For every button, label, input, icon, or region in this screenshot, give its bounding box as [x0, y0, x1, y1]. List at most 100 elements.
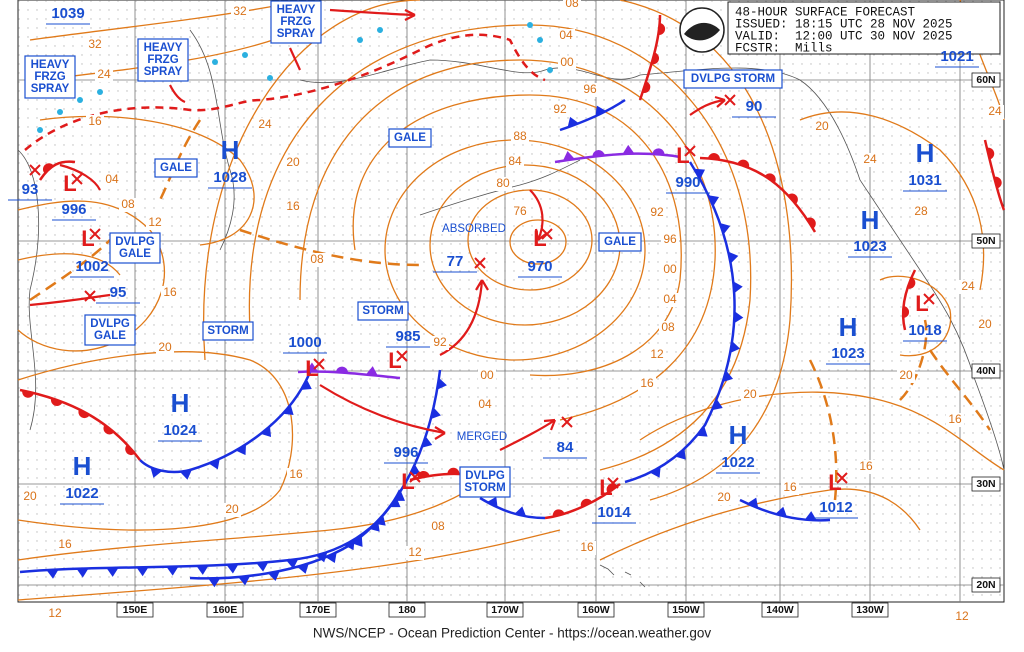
front-bump — [592, 150, 605, 157]
isobar-label-bg — [119, 198, 137, 212]
isobar-label-bg — [406, 546, 424, 560]
longitude-label: 140W — [766, 604, 794, 616]
front-bump — [737, 159, 750, 168]
isobar-label: 08 — [310, 252, 324, 266]
warm-front — [38, 160, 76, 181]
isobar-label-bg — [308, 253, 326, 267]
front-bump — [642, 81, 651, 94]
isobar-label-bg — [578, 541, 596, 555]
occluded-front — [554, 152, 681, 164]
warning-text: FRZG — [280, 16, 311, 28]
low-symbol: L — [676, 143, 689, 168]
front-barb — [730, 341, 741, 353]
front-bump — [103, 424, 115, 435]
front-barb — [235, 444, 247, 456]
front-barb — [622, 144, 635, 155]
front-barb — [733, 281, 743, 294]
isobar-label-bg — [661, 293, 679, 307]
warning-text: GALE — [604, 236, 636, 248]
low-symbol: L — [63, 171, 76, 196]
front-barb — [256, 562, 269, 572]
isobar-label: 32 — [233, 4, 247, 18]
low-pressure: 1002 — [75, 258, 108, 275]
front-bump — [50, 398, 63, 407]
front-barb — [722, 370, 734, 383]
isobar-label: 24 — [863, 152, 877, 166]
low-pressure: 985 — [395, 328, 420, 345]
warning-text: DVLPG — [90, 318, 130, 330]
header-box — [727, 1, 1001, 55]
warning-box — [137, 38, 189, 82]
front-barb — [365, 366, 378, 376]
lon-label-box — [577, 602, 615, 618]
low-center-x — [836, 472, 848, 484]
isobar-label: 32 — [88, 37, 102, 51]
isobar-label: 20 — [815, 119, 829, 133]
warm-front — [699, 156, 817, 233]
low-center-x — [474, 257, 486, 269]
isobar-label-bg — [953, 610, 971, 624]
front-bump — [806, 217, 816, 229]
ice-edge — [24, 33, 546, 151]
longitude-label: 150W — [672, 604, 700, 616]
isobar-label-bg — [86, 38, 104, 52]
front-barb — [775, 506, 787, 517]
warning-text: GALE — [160, 162, 192, 174]
warm-front — [901, 269, 917, 331]
low-pressure: 77 — [447, 253, 464, 270]
warning-text: DVLPG STORM — [691, 73, 775, 85]
low-center-x — [313, 358, 325, 370]
front-bump — [447, 467, 460, 474]
front-barb — [421, 436, 433, 448]
front-bump — [552, 509, 565, 517]
warning-text: HEAVY — [31, 59, 70, 71]
front-barb — [352, 536, 363, 547]
high-symbol: H — [221, 135, 240, 165]
front-barb — [106, 567, 119, 577]
low-center-x — [923, 293, 935, 305]
isobar-label: 04 — [478, 397, 492, 411]
front-barb — [286, 559, 299, 569]
front-barb — [719, 222, 731, 235]
front-barb — [343, 539, 355, 551]
low-pressure: 990 — [675, 174, 700, 191]
warning-text: GALE — [94, 330, 126, 342]
front-bump — [125, 444, 136, 456]
isobar-label: 16 — [580, 540, 594, 554]
front-bump — [902, 305, 910, 318]
lon-label-box — [851, 602, 889, 618]
isobar-label-bg — [256, 118, 274, 132]
high-pressure: 1024 — [163, 422, 197, 439]
front-barb — [409, 464, 421, 476]
front-barb — [166, 566, 179, 576]
occluded-front — [297, 370, 401, 380]
low-pressure: 84 — [557, 439, 574, 456]
lon-label-box — [388, 602, 426, 618]
high-pressure: 1023 — [853, 238, 886, 255]
isobar-label-bg — [86, 115, 104, 129]
isobar-label-bg — [506, 155, 524, 169]
front-barb — [325, 552, 337, 564]
isobar-label-bg — [581, 83, 599, 97]
isobar-label-bg — [494, 177, 512, 191]
isobar-label: 16 — [286, 199, 300, 213]
lat-label-box — [971, 577, 1001, 593]
front-bump — [335, 366, 348, 373]
isobar-label: 20 — [23, 489, 37, 503]
warning-box — [202, 321, 254, 341]
isobars — [17, 0, 1005, 601]
front-bump — [708, 153, 720, 160]
isobar-label-bg — [431, 336, 449, 350]
isobar-label-bg — [56, 538, 74, 552]
high-pressure: 1028 — [213, 169, 246, 186]
front-bump — [42, 163, 54, 174]
front-barb — [260, 426, 272, 438]
front-barb — [267, 571, 280, 581]
noaa-logo — [679, 7, 725, 53]
high-symbol: H — [861, 205, 880, 235]
front-bump — [907, 277, 916, 289]
isobar-label-bg — [659, 321, 677, 335]
high-symbol: H — [171, 388, 190, 418]
isobar-label: 00 — [560, 55, 574, 69]
lon-label-box — [667, 602, 705, 618]
